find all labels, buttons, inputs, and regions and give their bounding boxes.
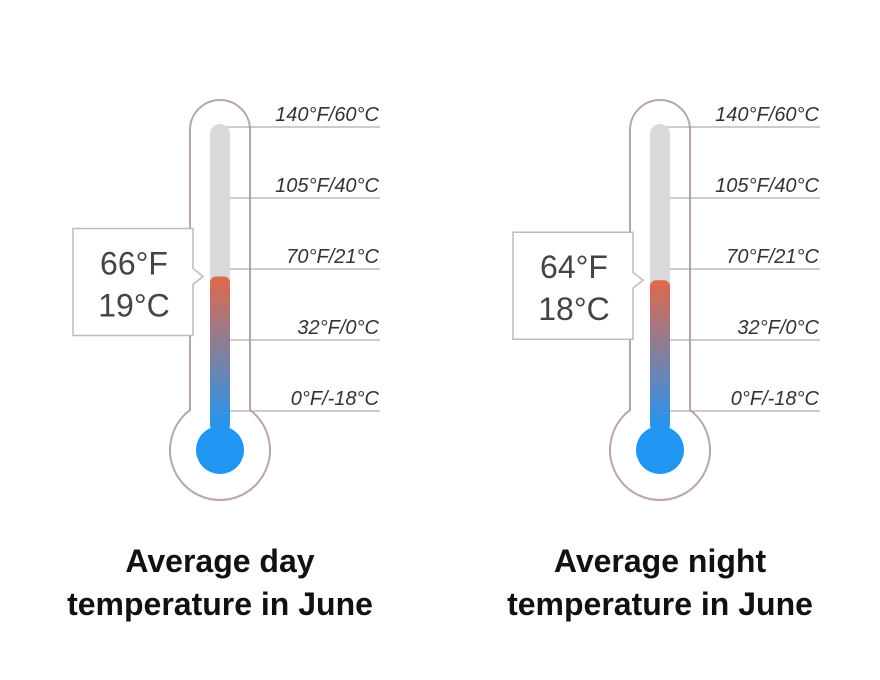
bulb bbox=[636, 426, 684, 474]
tick-label: 70°F/21°C bbox=[286, 246, 379, 268]
chart-title: Average day temperature in June bbox=[67, 543, 373, 622]
value-label: 66°F bbox=[100, 245, 168, 281]
value-callout bbox=[512, 231, 645, 340]
tick-label: 105°F/40°C bbox=[275, 175, 379, 197]
tick-label: 140°F/60°C bbox=[275, 104, 379, 126]
tick-label: 140°F/60°C bbox=[715, 104, 819, 126]
tick-label: 32°F/0°C bbox=[737, 317, 819, 339]
bulb bbox=[196, 426, 244, 474]
tick-label: 0°F/-18°C bbox=[291, 388, 380, 410]
chart-title: Average night temperature in June bbox=[507, 543, 813, 622]
tick-label: 32°F/0°C bbox=[297, 317, 379, 339]
thermometer: 140°F/60°C 105°F/40°C 70°F/21°C 32°F/0°C 0°F… bbox=[72, 99, 380, 501]
value-label: 64°F bbox=[540, 249, 608, 285]
thermometer: 140°F/60°C 105°F/40°C 70°F/21°C 32°F/0°C 0°F… bbox=[512, 99, 820, 501]
tick-label: 105°F/40°C bbox=[715, 175, 819, 197]
tick-label: 0°F/-18°C bbox=[731, 388, 820, 410]
value-callout bbox=[72, 227, 205, 337]
tick-label: 70°F/21°C bbox=[726, 246, 819, 268]
temperature-column bbox=[210, 276, 230, 431]
value-label: 19°C bbox=[98, 287, 170, 323]
value-label: 18°C bbox=[538, 291, 610, 327]
temperature-column bbox=[650, 280, 670, 431]
